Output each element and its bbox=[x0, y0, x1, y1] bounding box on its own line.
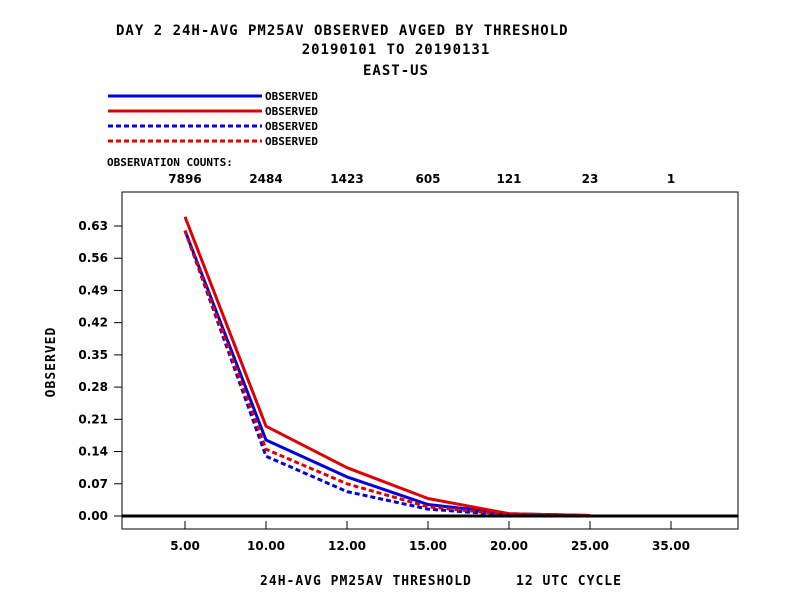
y-axis: 0.00 0.07 0.14 0.21 0.28 0.35 0.42 0.49 0.56 0.63 bbox=[78, 219, 122, 523]
chart-title-line-2: 20190101 TO 20190131 bbox=[302, 42, 491, 58]
plot-frame bbox=[121, 191, 739, 530]
y-tick-label: 0.42 bbox=[78, 316, 108, 330]
x-tick-label: 5.00 bbox=[170, 539, 200, 553]
observation-count-2: 2484 bbox=[249, 172, 282, 186]
legend-label-2: OBSERVED bbox=[265, 105, 318, 118]
observation-count-5: 121 bbox=[496, 172, 521, 186]
y-tick-label: 0.28 bbox=[78, 380, 108, 394]
y-tick-label: 0.35 bbox=[78, 348, 108, 362]
legend: OBSERVED OBSERVED OBSERVED OBSERVED bbox=[108, 90, 318, 148]
x-axis-label: 24H-AVG PM25AV THRESHOLD 12 UTC CYCLE bbox=[260, 574, 622, 589]
y-tick-label: 0.14 bbox=[78, 445, 108, 459]
y-tick-label: 0.49 bbox=[78, 283, 108, 297]
chart-title-line-3: EAST-US bbox=[363, 63, 429, 79]
x-tick-label: 25.00 bbox=[571, 539, 609, 553]
legend-label-3: OBSERVED bbox=[265, 120, 318, 133]
x-tick-label: 20.00 bbox=[490, 539, 528, 553]
observation-count-4: 605 bbox=[415, 172, 440, 186]
observation-counts: 7896 2484 1423 605 121 23 1 bbox=[168, 172, 675, 186]
observation-count-1: 7896 bbox=[168, 172, 201, 186]
series-line-2 bbox=[183, 216, 591, 517]
y-tick-label: 0.00 bbox=[78, 509, 108, 523]
chart-title-line-1: DAY 2 24H-AVG PM25AV OBSERVED AVGED BY T… bbox=[116, 23, 569, 39]
y-tick-label: 0.21 bbox=[78, 412, 108, 426]
observation-count-7: 1 bbox=[667, 172, 675, 186]
y-tick-label: 0.56 bbox=[78, 251, 108, 265]
legend-label-1: OBSERVED bbox=[265, 90, 318, 103]
x-tick-label: 35.00 bbox=[652, 539, 690, 553]
legend-label-4: OBSERVED bbox=[265, 135, 318, 148]
observation-counts-label: OBSERVATION COUNTS: bbox=[107, 156, 233, 169]
x-tick-label: 15.00 bbox=[409, 539, 447, 553]
x-tick-label: 10.00 bbox=[247, 539, 285, 553]
y-tick-label: 0.07 bbox=[78, 477, 108, 491]
y-tick-label: 0.63 bbox=[78, 219, 108, 233]
series-lines bbox=[183, 216, 591, 518]
x-axis: 5.00 10.00 12.00 15.00 20.00 25.00 35.00 bbox=[170, 521, 690, 553]
y-axis-label: OBSERVED bbox=[44, 327, 59, 398]
x-tick-label: 12.00 bbox=[328, 539, 366, 553]
observation-count-6: 23 bbox=[582, 172, 599, 186]
observation-count-3: 1423 bbox=[330, 172, 363, 186]
